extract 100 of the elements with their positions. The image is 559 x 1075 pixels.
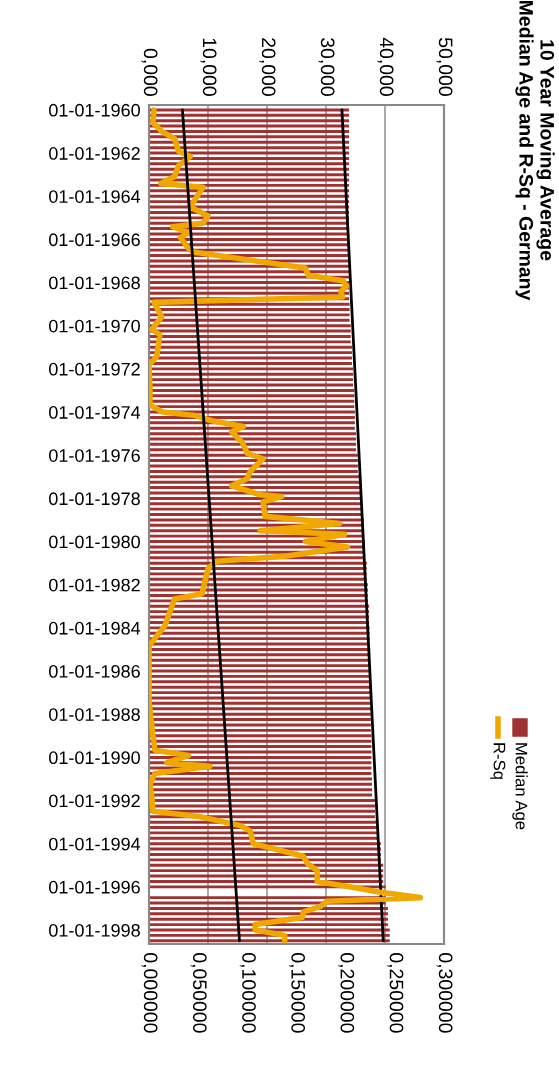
bar: [149, 345, 352, 349]
y-tick-label: 01-01-1974: [49, 406, 141, 419]
bar: [149, 135, 350, 139]
bar: [149, 173, 350, 177]
bar: [149, 745, 372, 748]
bar: [149, 372, 354, 376]
bar: [149, 696, 371, 700]
x-tick-label: 10,000: [200, 38, 217, 96]
bar: [149, 907, 388, 910]
y-tick-label: 01-01-1994: [49, 837, 141, 851]
bar: [149, 140, 350, 144]
bar: [149, 318, 350, 322]
bar: [149, 658, 371, 662]
bar: [149, 480, 361, 484]
bar: [149, 464, 358, 468]
y-tick-label: 01-01-1984: [49, 621, 141, 635]
bar: [149, 329, 351, 333]
bar: [149, 604, 370, 608]
x-tick-label: 30,000: [318, 37, 335, 96]
bar: [149, 707, 371, 711]
bar: [149, 588, 368, 592]
bar: [149, 291, 350, 295]
bar: [149, 108, 350, 112]
bar: [149, 486, 361, 490]
y-tick-label: 01-01-1964: [49, 190, 141, 203]
bar: [149, 334, 351, 338]
bar: [149, 453, 358, 457]
bar: [149, 156, 350, 160]
y-tick-label: 01-01-1980: [49, 535, 140, 549]
x2-tick-label: 0,100000: [239, 953, 256, 1033]
bar: [149, 167, 350, 171]
bar: [149, 448, 357, 452]
bar: [149, 567, 367, 570]
text: 10 Year Moving Average Median Age and R-Sq - Germany: [515, 0, 555, 301]
x-tick-label: 20,000: [259, 38, 276, 96]
bar: [149, 432, 357, 436]
bar: [149, 863, 384, 867]
bar: [149, 691, 371, 695]
bar: [149, 933, 390, 937]
x2-tick-label: 0,150000: [288, 953, 306, 1033]
y-tick-label: 01-01-1978: [49, 492, 140, 506]
y-tick-label: 01-01-1998: [49, 923, 140, 937]
bar: [149, 928, 390, 932]
bar: [149, 507, 362, 511]
x2-tick-label: 0,200000: [338, 953, 355, 1033]
bar: [149, 324, 351, 328]
y-tick-label: 01-01-1966: [49, 233, 140, 247]
bar: [149, 113, 350, 117]
bar: [149, 442, 357, 446]
bar: [149, 939, 390, 943]
x-tick-label: 50,000: [436, 37, 453, 96]
bar: [149, 836, 378, 840]
bar: [149, 151, 350, 155]
bar: [149, 680, 371, 684]
bar: [149, 210, 350, 214]
bar: [149, 502, 362, 506]
y-tick-label: 01-01-1972: [49, 362, 140, 376]
bar: [149, 313, 350, 317]
bar: [149, 831, 378, 835]
bar: [149, 701, 371, 705]
bar: [149, 577, 367, 581]
bar: [149, 626, 370, 630]
bar: [149, 189, 350, 193]
bar: [149, 755, 372, 759]
y-tick-label: 01-01-1996: [49, 880, 140, 894]
bar: [149, 664, 371, 668]
y-tick-label: 01-01-1990: [49, 751, 140, 765]
bar: [149, 378, 354, 382]
bar: [149, 561, 367, 565]
bar: [149, 200, 350, 204]
bar: [149, 459, 358, 463]
bar: [149, 669, 371, 673]
x2-tick-label: 0,050000: [190, 953, 207, 1033]
bar: [149, 826, 378, 829]
y-tick-label: 01-01-1992: [49, 794, 140, 808]
bar: [149, 340, 351, 344]
legend-label: R-Sq: [490, 743, 506, 779]
bar: [149, 572, 367, 576]
x-tick-label: 40,000: [377, 37, 394, 96]
bar: [149, 475, 361, 479]
y-tick-label: 01-01-1988: [49, 708, 140, 721]
x-tick-label: 0,000: [141, 48, 158, 96]
bar: [149, 270, 350, 274]
bar: [149, 130, 350, 134]
bar: [149, 674, 371, 678]
bar: [149, 869, 384, 873]
bar: [149, 739, 372, 743]
x2-tick-label: 0,300000: [436, 953, 453, 1033]
bar: [149, 286, 350, 290]
y-tick-label: 01-01-1960: [49, 103, 140, 117]
bar: [149, 146, 350, 150]
bar: [149, 162, 350, 166]
y-tick-label: 01-01-1982: [49, 578, 140, 592]
bar: [149, 610, 370, 614]
bar: [149, 583, 368, 587]
bar: [149, 685, 371, 689]
bar: [149, 351, 352, 355]
bar: [149, 194, 350, 198]
bar: [149, 513, 362, 517]
bar: [149, 281, 350, 285]
